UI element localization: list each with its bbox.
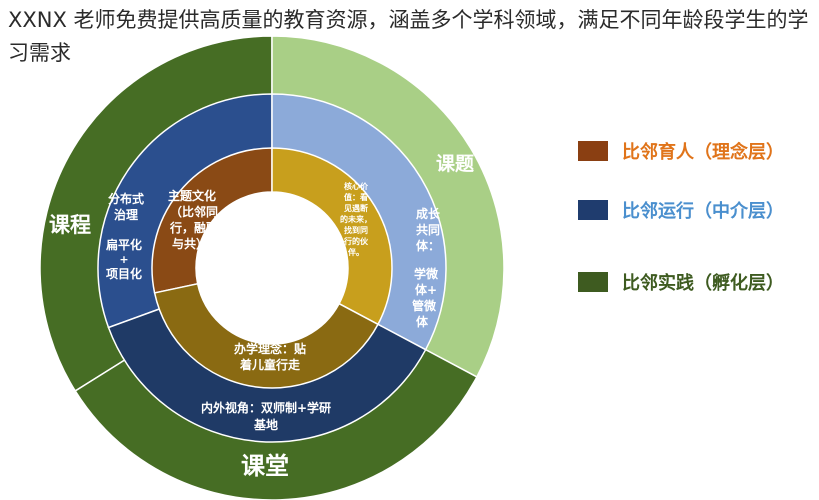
legend-swatch: [578, 141, 608, 161]
middle-class-line: 基地: [253, 417, 278, 432]
inner-theme-line: 行，融融: [169, 220, 218, 235]
inner-values-line: 值：看: [344, 192, 368, 202]
inner-label-values: 核心价 值：看 见遇断 的未来， 找到同 行的伙 伴。: [340, 181, 372, 257]
middle-label-class: 内外视角：双师制+学研 基地: [201, 400, 331, 432]
outer-label-course: 课程: [49, 213, 91, 237]
inner-values-line: 找到同: [344, 225, 368, 235]
inner-philosophy-line: 办学理念：贴: [234, 341, 306, 356]
inner-theme-line: 与共）: [172, 236, 208, 251]
outer-label-topic: 课题: [436, 153, 474, 175]
outer-label-class: 课堂: [241, 452, 289, 480]
inner-values-line: 核心价: [344, 181, 369, 191]
middle-topic-line: 管微: [412, 298, 437, 313]
legend-swatch: [578, 272, 608, 292]
caption-text: XXNX 老师免费提供高质量的教育资源，涵盖多个学科领域，满足不同年龄段学生的学…: [8, 8, 809, 65]
middle-topic-line: 体+: [415, 282, 437, 297]
middle-label-topic: 成长 共同 体： 学微 体+ 管微 体: [412, 206, 441, 329]
middle-topic-line: 共同: [416, 222, 440, 237]
middle-course-line: 扁平化: [106, 237, 142, 252]
inner-label-theme: 主题文化 （比邻同 行，融融 与共）: [168, 188, 218, 251]
legend-item-philosophy-layer: 比邻育人（理念层）: [578, 138, 784, 164]
legend-label: 比邻实践（孵化层）: [622, 273, 784, 294]
legend-label: 比邻育人（理念层）: [622, 142, 784, 163]
middle-topic-line: 体: [416, 314, 429, 329]
middle-course-line: 项目化: [106, 266, 142, 281]
inner-theme-line: 主题文化: [168, 188, 216, 203]
inner-theme-line: （比邻同: [170, 204, 218, 219]
middle-course-line: 分布式: [108, 191, 144, 206]
middle-course-line: 治理: [114, 207, 138, 222]
center-hole: [196, 192, 348, 344]
middle-topic-line: 学微: [414, 266, 439, 281]
legend-item-incubation-layer: 比邻实践（孵化层）: [578, 269, 784, 295]
middle-label-course: 分布式 治理 扁平化 + 项目化: [106, 191, 144, 281]
legend-label: 比邻运行（中介层）: [622, 201, 784, 222]
middle-topic-line: 体：: [416, 238, 440, 253]
middle-course-line: +: [119, 253, 128, 266]
legend-item-intermediary-layer: 比邻运行（中介层）: [578, 197, 784, 223]
inner-values-line: 伴。: [347, 247, 364, 257]
legend: 比邻育人（理念层） 比邻运行（中介层） 比邻实践（孵化层）: [578, 0, 818, 500]
middle-topic-line: 成长: [416, 206, 441, 221]
inner-values-line: 行的伙: [343, 236, 369, 246]
inner-philosophy-line: 着儿童行走: [239, 357, 300, 372]
inner-values-line: 的未来，: [340, 214, 372, 224]
inner-label-philosophy: 办学理念：贴 着儿童行走: [234, 341, 306, 372]
legend-swatch: [578, 200, 608, 220]
middle-class-line: 内外视角：双师制+学研: [201, 400, 331, 415]
inner-values-line: 见遇断: [344, 203, 368, 213]
